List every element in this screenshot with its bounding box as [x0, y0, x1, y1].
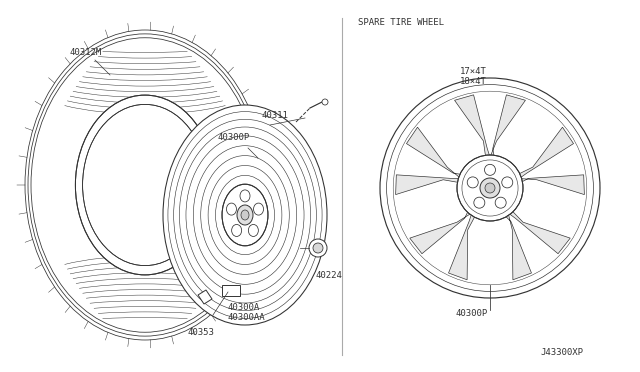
- Polygon shape: [490, 95, 525, 157]
- Ellipse shape: [474, 197, 485, 208]
- Polygon shape: [504, 213, 531, 280]
- Ellipse shape: [222, 184, 268, 246]
- Ellipse shape: [322, 99, 328, 105]
- Polygon shape: [410, 210, 472, 254]
- Ellipse shape: [502, 177, 513, 188]
- Ellipse shape: [248, 224, 259, 237]
- Text: 40300P: 40300P: [218, 133, 250, 142]
- Ellipse shape: [240, 190, 250, 202]
- Text: 18×4T: 18×4T: [460, 77, 487, 86]
- Polygon shape: [406, 127, 462, 179]
- Text: J43300XP: J43300XP: [540, 348, 583, 357]
- FancyBboxPatch shape: [222, 285, 240, 296]
- Ellipse shape: [484, 164, 495, 175]
- Ellipse shape: [227, 203, 236, 215]
- Ellipse shape: [253, 203, 264, 215]
- Polygon shape: [198, 290, 212, 304]
- Ellipse shape: [380, 78, 600, 298]
- Ellipse shape: [467, 177, 478, 188]
- Polygon shape: [518, 127, 573, 179]
- Ellipse shape: [457, 155, 523, 221]
- Ellipse shape: [241, 210, 249, 220]
- Text: 40300AA: 40300AA: [228, 313, 266, 322]
- Ellipse shape: [76, 95, 214, 275]
- Polygon shape: [449, 213, 476, 280]
- Ellipse shape: [232, 224, 242, 237]
- Ellipse shape: [25, 30, 265, 340]
- Ellipse shape: [309, 239, 327, 257]
- Ellipse shape: [313, 243, 323, 253]
- Ellipse shape: [237, 205, 253, 225]
- Ellipse shape: [163, 105, 327, 325]
- Ellipse shape: [485, 183, 495, 193]
- Text: SPARE TIRE WHEEL: SPARE TIRE WHEEL: [358, 18, 444, 27]
- Polygon shape: [508, 210, 570, 254]
- Text: 40353: 40353: [188, 328, 215, 337]
- Ellipse shape: [83, 105, 207, 266]
- Ellipse shape: [495, 197, 506, 208]
- Polygon shape: [454, 95, 490, 157]
- Text: 40312M: 40312M: [70, 48, 102, 57]
- Text: 17×4T: 17×4T: [460, 67, 487, 76]
- Polygon shape: [396, 175, 461, 195]
- Text: 40300A: 40300A: [228, 303, 260, 312]
- Text: 40311: 40311: [262, 111, 289, 120]
- Ellipse shape: [480, 178, 500, 198]
- Polygon shape: [519, 175, 584, 195]
- Text: 40224: 40224: [315, 271, 342, 280]
- Text: 40300P: 40300P: [456, 309, 488, 318]
